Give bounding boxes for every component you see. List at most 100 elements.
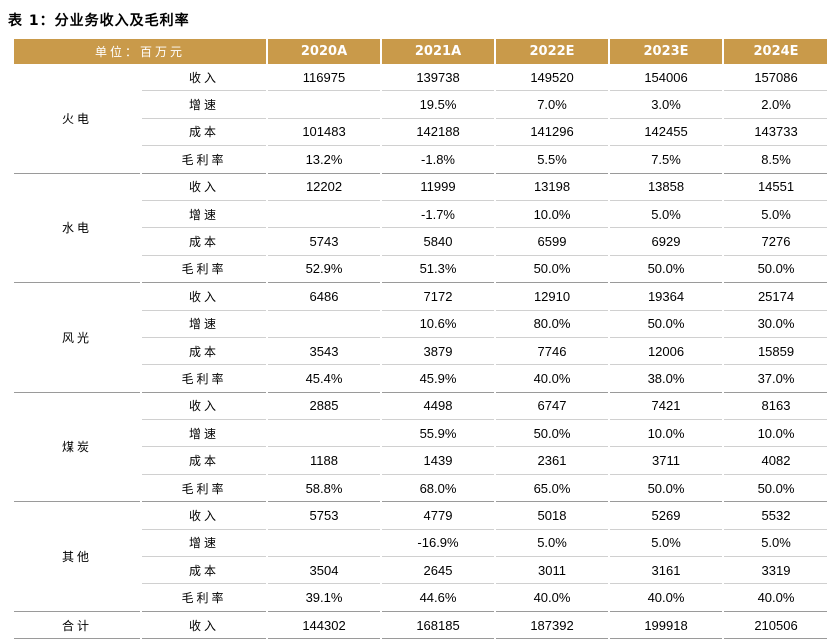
value-cell: 11999 <box>382 174 495 201</box>
value-cell: 3711 <box>610 447 723 475</box>
value-cell: 116975 <box>268 64 381 92</box>
value-cell: 50.0% <box>610 256 723 284</box>
value-cell: 52.9% <box>268 256 381 284</box>
metric-label: 增速 <box>142 530 267 558</box>
value-cell: 19364 <box>610 283 723 311</box>
value-cell: 10.0% <box>496 201 609 229</box>
value-cell: 50.0% <box>496 256 609 284</box>
value-cell <box>268 530 381 558</box>
metric-label: 收入 <box>142 393 267 421</box>
table-row: 水电 收入 12202 11999 13198 13858 14551 <box>14 174 827 284</box>
value-cell: 25174 <box>724 283 827 311</box>
value-cell: 5.0% <box>610 530 723 558</box>
value-cell: 168185 <box>382 612 495 639</box>
total-row: 合计 收入 144302 168185 187392 199918 210506 <box>14 612 827 639</box>
value-cell: 154006 <box>610 64 723 92</box>
table-row: 火电 收入 116975 139738 149520 154006 157086 <box>14 64 827 174</box>
value-cell: 4082 <box>724 447 827 475</box>
value-cell: 40.0% <box>724 584 827 612</box>
value-cell: 1188 <box>268 447 381 475</box>
value-cell: 142188 <box>382 119 495 147</box>
business-revenue-table: 单位：百万元 2020A 2021A 2022E 2023E 2024E 火电收… <box>12 39 827 639</box>
value-cell: 14551 <box>724 174 827 201</box>
value-cell: 5.0% <box>496 530 609 558</box>
value-cell: 5269 <box>610 502 723 530</box>
value-cell: 5.5% <box>496 146 609 174</box>
value-cell: 5743 <box>268 228 381 256</box>
value-cell <box>268 311 381 338</box>
value-cell: 45.4% <box>268 365 381 393</box>
value-cell: 139738 <box>382 64 495 92</box>
metric-label: 收入 <box>142 502 267 530</box>
metric-label: 增速 <box>142 420 267 448</box>
table-row: 增速 19.5% 7.0% 3.0% 2.0% <box>14 91 827 119</box>
value-cell: 19.5% <box>382 91 495 119</box>
table-row: 毛利率 45.4% 45.9% 40.0% 38.0% 37.0% <box>14 365 827 393</box>
metric-label: 收入 <box>142 174 267 201</box>
table-row: 毛利率 13.2% -1.8% 5.5% 7.5% 8.5% <box>14 146 827 174</box>
value-cell: 5018 <box>496 502 609 530</box>
value-cell <box>268 91 381 119</box>
table-title: 表 1：分业务收入及毛利率 <box>8 13 190 29</box>
value-cell: 51.3% <box>382 256 495 284</box>
value-cell: 10.6% <box>382 311 495 338</box>
value-cell: 2645 <box>382 557 495 585</box>
metric-label: 毛利率 <box>142 256 267 284</box>
segment-name: 风光 <box>14 283 140 393</box>
value-cell: 8163 <box>724 393 827 421</box>
table-row: 成本 3543 3879 7746 12006 15859 <box>14 338 827 366</box>
value-cell: 1439 <box>382 447 495 475</box>
value-cell: 8.5% <box>724 146 827 174</box>
table-row: 成本 101483 142188 141296 142455 143733 <box>14 119 827 147</box>
value-cell: 12910 <box>496 283 609 311</box>
value-cell: 2.0% <box>724 91 827 119</box>
metric-label: 毛利率 <box>142 584 267 612</box>
value-cell: 6486 <box>268 283 381 311</box>
table-row: 其他 收入 5753 4779 5018 5269 5532 <box>14 502 827 612</box>
table-row: 毛利率 58.8% 68.0% 65.0% 50.0% 50.0% <box>14 475 827 503</box>
table-row: 成本 1188 1439 2361 3711 4082 <box>14 447 827 475</box>
table-row: 毛利率 39.1% 44.6% 40.0% 40.0% 40.0% <box>14 584 827 612</box>
table-row: 增速 10.6% 80.0% 50.0% 30.0% <box>14 311 827 338</box>
value-cell: 68.0% <box>382 475 495 503</box>
value-cell: 12006 <box>610 338 723 366</box>
value-cell: 39.1% <box>268 584 381 612</box>
value-cell: 143733 <box>724 119 827 147</box>
segment-name: 火电 <box>14 64 140 174</box>
value-cell: 13198 <box>496 174 609 201</box>
value-cell: 65.0% <box>496 475 609 503</box>
value-cell: 6599 <box>496 228 609 256</box>
metric-label: 收入 <box>142 283 267 311</box>
value-cell: 13.2% <box>268 146 381 174</box>
value-cell: 38.0% <box>610 365 723 393</box>
value-cell: 40.0% <box>496 584 609 612</box>
header-row: 单位：百万元 2020A 2021A 2022E 2023E 2024E <box>14 39 827 64</box>
value-cell: 6747 <box>496 393 609 421</box>
metric-label: 毛利率 <box>142 146 267 174</box>
value-cell: 80.0% <box>496 311 609 338</box>
value-cell: 2885 <box>268 393 381 421</box>
metric-label: 成本 <box>142 228 267 256</box>
year-header: 2022E <box>496 39 609 64</box>
value-cell: 142455 <box>610 119 723 147</box>
table-row: 风光 收入 6486 7172 12910 19364 25174 <box>14 283 827 393</box>
metric-label: 成本 <box>142 557 267 585</box>
metric-label: 成本 <box>142 338 267 366</box>
value-cell: 7.5% <box>610 146 723 174</box>
value-cell: -1.8% <box>382 146 495 174</box>
metric-label: 增速 <box>142 311 267 338</box>
value-cell: 44.6% <box>382 584 495 612</box>
table-row: 煤炭 收入 2885 4498 6747 7421 8163 <box>14 393 827 503</box>
value-cell: 45.9% <box>382 365 495 393</box>
value-cell: 5840 <box>382 228 495 256</box>
value-cell: 37.0% <box>724 365 827 393</box>
value-cell: 3543 <box>268 338 381 366</box>
value-cell: 7746 <box>496 338 609 366</box>
year-header: 2024E <box>724 39 827 64</box>
value-cell: 5.0% <box>724 201 827 229</box>
value-cell: 10.0% <box>610 420 723 448</box>
value-cell: 141296 <box>496 119 609 147</box>
metric-label: 增速 <box>142 201 267 229</box>
table-row: 成本 3504 2645 3011 3161 3319 <box>14 557 827 585</box>
value-cell: 6929 <box>610 228 723 256</box>
